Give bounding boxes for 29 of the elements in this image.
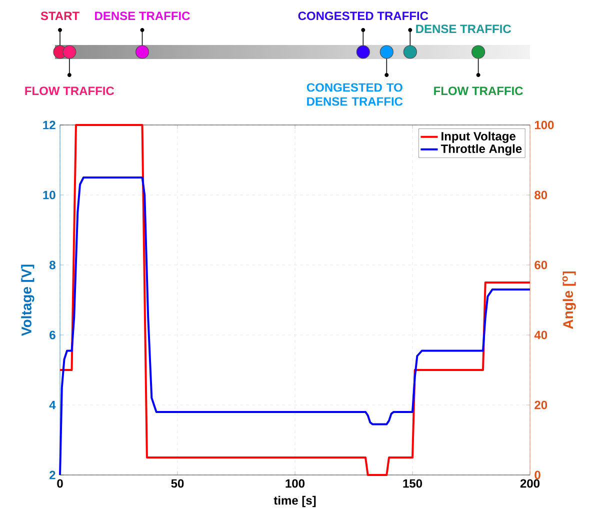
y-tick-label: 2 <box>50 470 56 480</box>
y2-axis-title: Angle [$^{o}$] <box>562 271 576 329</box>
y2-tick-label: 80 <box>534 190 548 200</box>
legend-label: Input Voltage <box>442 132 516 143</box>
y2-tick-label: 60 <box>534 260 548 270</box>
text: FLOW TRAFFIC <box>434 86 523 96</box>
y-tick-label: 8 <box>50 260 56 270</box>
text: CONGESTED TRAFFIC <box>298 12 428 20</box>
x-tick-label: 0 <box>57 479 63 488</box>
x-tick-label: 200 <box>520 479 540 488</box>
x-tick-label: 150 <box>403 479 422 488</box>
text: CONGESTED TO DENSE TRAFFIC <box>306 83 403 106</box>
y-tick-label: 4 <box>49 400 56 410</box>
legend-label: Throttle Angle <box>440 144 522 156</box>
y-tick-label: 12 <box>43 120 56 130</box>
text: DENSE TRAFFIC <box>416 24 512 34</box>
text: FLOW TRAFFIC <box>25 86 114 96</box>
y2-tick-label: 40 <box>534 330 548 340</box>
y2-tick-label: 0 <box>534 470 540 480</box>
y-tick-label: 10 <box>43 190 56 200</box>
y-tick-label: 6 <box>50 330 56 340</box>
x-tick-label: 50 <box>171 479 184 488</box>
y-axis-title: Voltage [V] <box>21 264 34 336</box>
y2-tick-label: 100 <box>534 120 554 130</box>
text: START <box>40 12 80 20</box>
y2-tick-label: 20 <box>534 400 548 410</box>
x-axis-title: time [s] <box>274 496 316 508</box>
text: DENSE TRAFFIC <box>95 12 190 20</box>
x-tick-label: 100 <box>286 479 305 488</box>
